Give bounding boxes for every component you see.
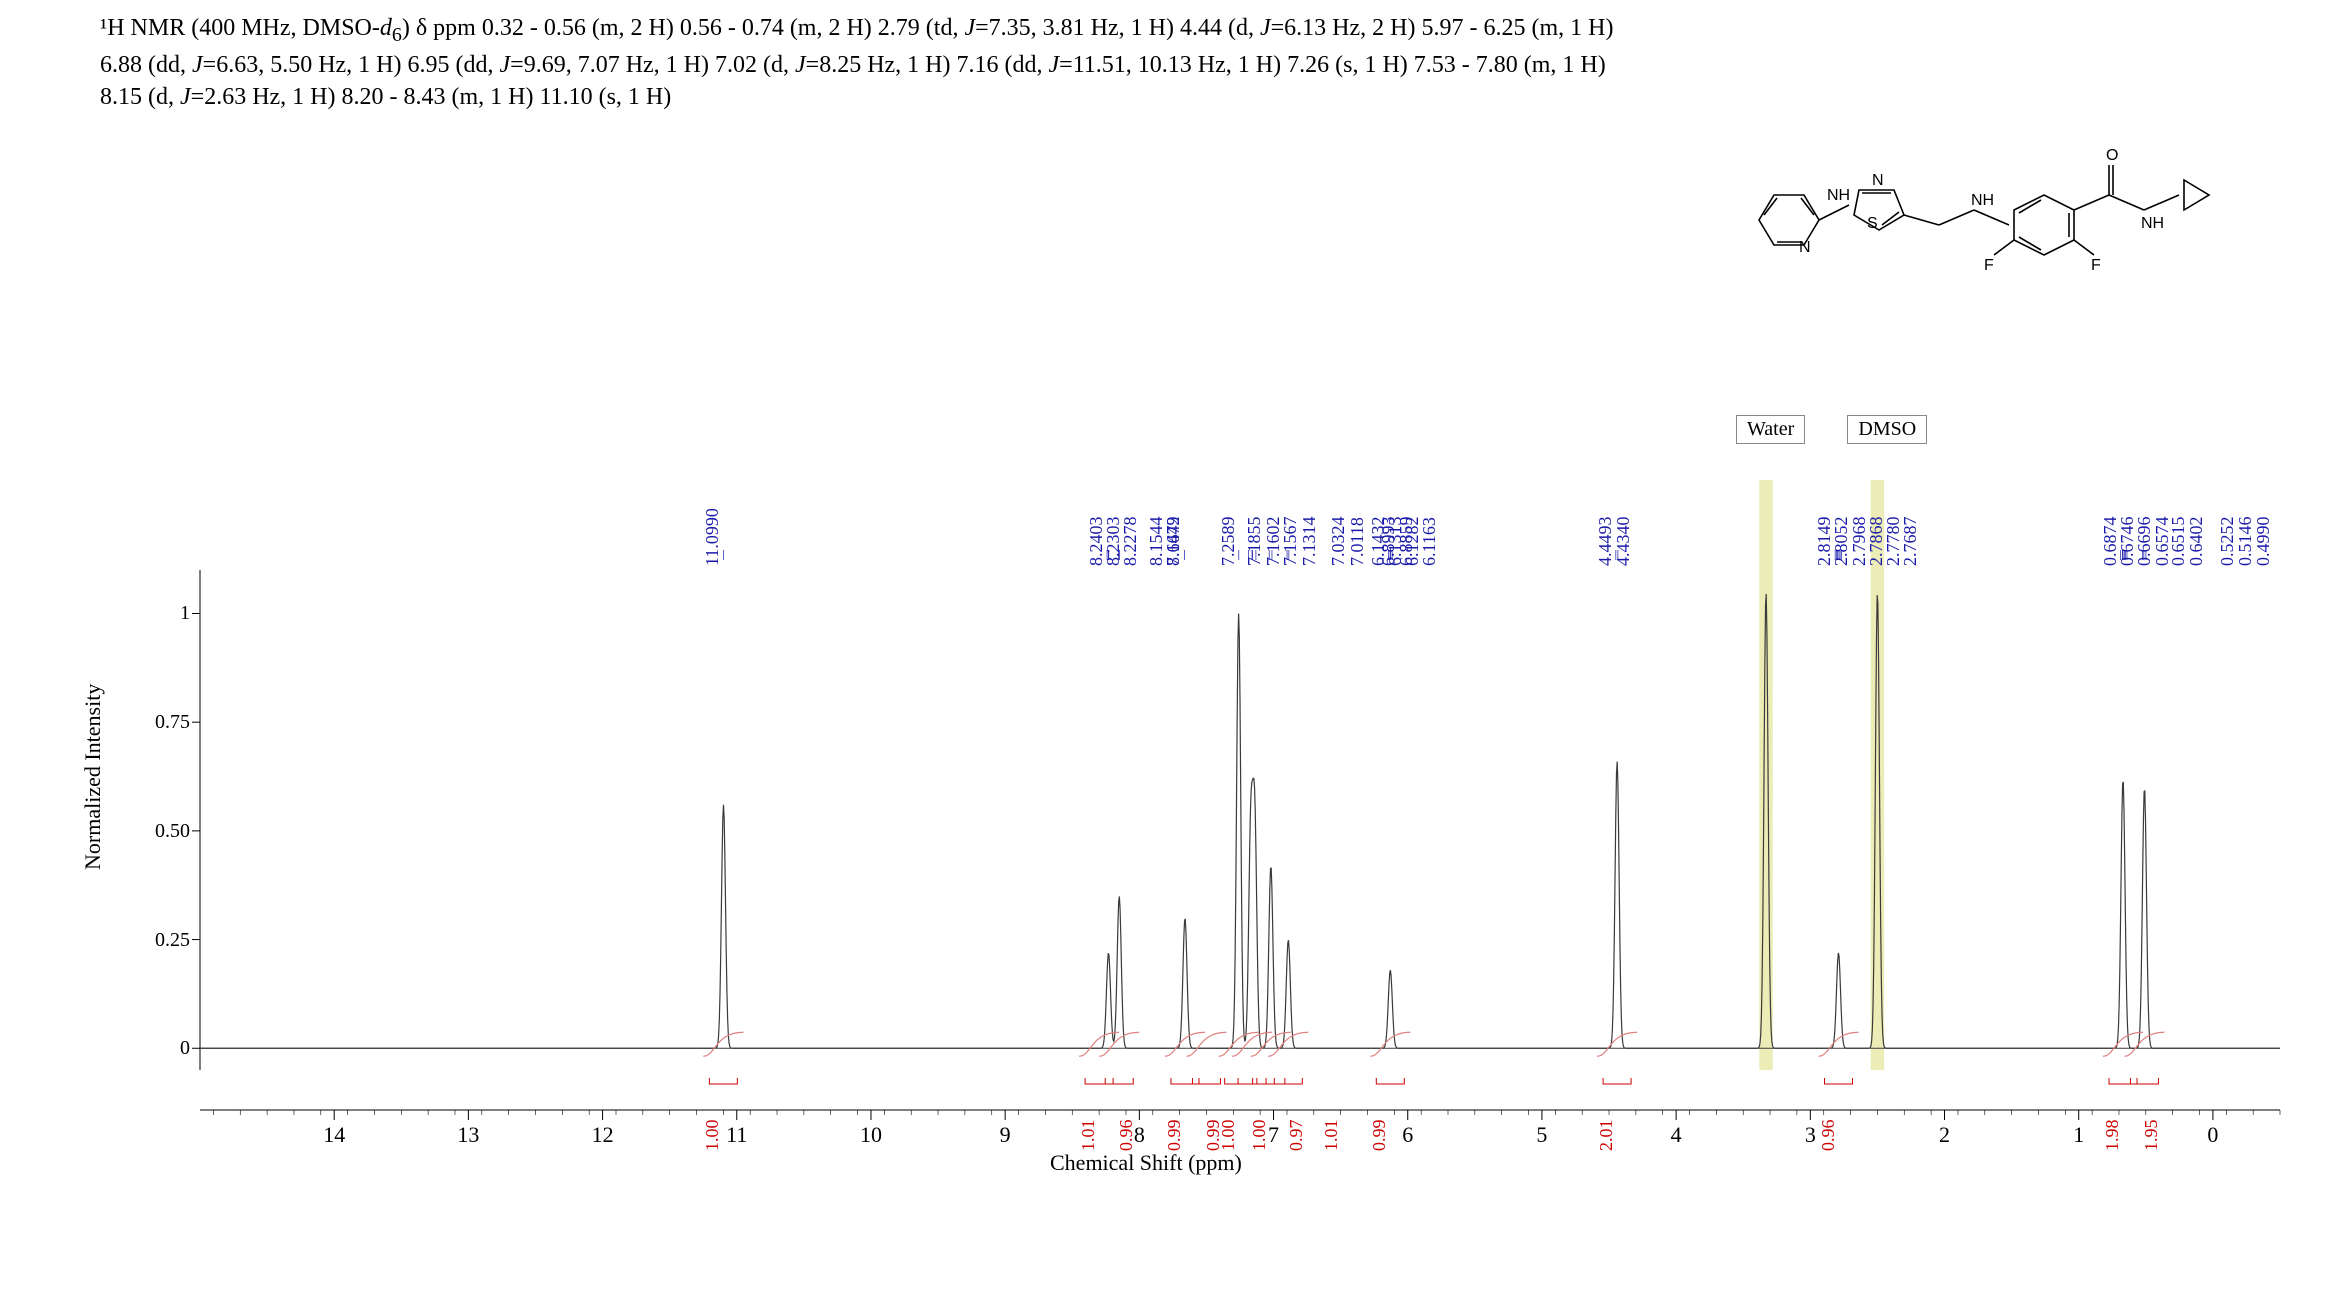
solvent-label: DMSO <box>1847 415 1927 444</box>
integral-label: 0.97 <box>1286 1120 1307 1152</box>
j3: J <box>192 52 203 78</box>
nmr-line2e: =11.51, 10.13 Hz, 1 H) 7.26 (s, 1 H) 7.5… <box>1059 52 1606 78</box>
x-tick-label: 3 <box>1795 1122 1825 1148</box>
peak-label: 11.0990 <box>702 508 723 566</box>
y-tick-label: 0.75 <box>140 711 190 734</box>
integral-label: 0.99 <box>1369 1120 1390 1152</box>
svg-text:NH: NH <box>1827 187 1850 204</box>
peak-label: 2.7687 <box>1900 517 1921 567</box>
integral-label: 0.99 <box>1164 1120 1185 1152</box>
nmr-line2d: =8.25 Hz, 1 H) 7.16 (dd, <box>806 52 1049 78</box>
peak-label: 4.4340 <box>1613 517 1634 567</box>
x-tick-label: 12 <box>588 1122 618 1148</box>
x-tick-label: 6 <box>1393 1122 1423 1148</box>
x-axis-label: Chemical Shift (ppm) <box>1050 1150 1242 1176</box>
x-tick-label: 2 <box>1930 1122 1960 1148</box>
x-tick-label: 13 <box>453 1122 483 1148</box>
peak-label: 6.1163 <box>1419 517 1440 566</box>
peak-label: 7.0118 <box>1347 517 1368 566</box>
svg-text:N: N <box>1872 172 1884 189</box>
nmr-spectrum-chart: Normalized Intensity 11.09908.24038.2303… <box>90 450 2300 1200</box>
integral-label: 1.01 <box>1321 1120 1342 1152</box>
j5: J <box>795 52 806 78</box>
x-tick-label: 0 <box>2198 1122 2228 1148</box>
solvent-label: Water <box>1736 415 1805 444</box>
j1: J <box>964 15 975 41</box>
peak-label: 7.6642 <box>1163 517 1184 567</box>
y-tick-label: 1 <box>140 602 190 625</box>
x-tick-label: 10 <box>856 1122 886 1148</box>
nmr-description-text: ¹H NMR (400 MHz, DMSO-d6) δ ppm 0.32 - 0… <box>100 12 2299 114</box>
j6: J <box>1049 52 1060 78</box>
peak-label: 7.1567 <box>1280 517 1301 567</box>
y-tick-label: 0.25 <box>140 929 190 952</box>
nmr-line3b: =2.63 Hz, 1 H) 8.20 - 8.43 (m, 1 H) 11.1… <box>191 84 672 110</box>
j7: J <box>180 84 191 110</box>
y-tick-label: 0 <box>140 1037 190 1060</box>
chemical-structure: N NH N S NH O NH F F <box>1739 120 2299 280</box>
x-tick-label: 14 <box>319 1122 349 1148</box>
svg-text:F: F <box>2091 257 2101 274</box>
svg-text:N: N <box>1799 239 1811 256</box>
j4: J <box>500 52 511 78</box>
x-tick-label: 5 <box>1527 1122 1557 1148</box>
nmr-line2a: 6.88 (dd, <box>100 52 192 78</box>
peak-label: 0.6402 <box>2186 517 2207 567</box>
peak-label: 7.1314 <box>1299 517 1320 567</box>
nmr-solvent-sub: 6 <box>392 24 402 46</box>
peak-label: 8.2278 <box>1120 517 1141 567</box>
peak-label: 7.1855 <box>1244 517 1265 567</box>
integral-label: 1.00 <box>702 1120 723 1152</box>
nmr-line1c: =7.35, 3.81 Hz, 1 H) 4.44 (d, <box>975 15 1260 41</box>
nmr-line1b: ) δ ppm 0.32 - 0.56 (m, 2 H) 0.56 - 0.74… <box>402 15 965 41</box>
svg-text:O: O <box>2106 147 2118 164</box>
nmr-line1a: ¹H NMR (400 MHz, DMSO- <box>100 15 380 41</box>
peak-label: 0.4990 <box>2253 517 2274 567</box>
j2: J <box>1260 15 1271 41</box>
integral-label: 1.01 <box>1078 1120 1099 1152</box>
svg-text:NH: NH <box>1971 192 1994 209</box>
x-tick-label: 4 <box>1661 1122 1691 1148</box>
svg-text:NH: NH <box>2141 215 2164 232</box>
integral-label: 2.01 <box>1596 1120 1617 1152</box>
peak-label: 7.2589 <box>1218 517 1239 567</box>
x-tick-label: 8 <box>1124 1122 1154 1148</box>
nmr-line2c: =9.69, 7.07 Hz, 1 H) 7.02 (d, <box>510 52 795 78</box>
x-tick-label: 11 <box>722 1122 752 1148</box>
x-tick-label: 7 <box>1259 1122 1289 1148</box>
integral-label: 1.95 <box>2141 1120 2162 1152</box>
nmr-line3a: 8.15 (d, <box>100 84 180 110</box>
x-tick-label: 9 <box>990 1122 1020 1148</box>
integral-label: 1.98 <box>2102 1120 2123 1152</box>
nmr-line2b: =6.63, 5.50 Hz, 1 H) 6.95 (dd, <box>203 52 500 78</box>
integral-label: 1.00 <box>1218 1120 1239 1152</box>
nmr-line1d: =6.13 Hz, 2 H) 5.97 - 6.25 (m, 1 H) <box>1271 15 1614 41</box>
y-tick-label: 0.50 <box>140 820 190 843</box>
nmr-solvent-d: d <box>380 15 392 41</box>
x-tick-label: 1 <box>2064 1122 2094 1148</box>
svg-text:S: S <box>1867 215 1878 232</box>
svg-text:F: F <box>1984 257 1994 274</box>
